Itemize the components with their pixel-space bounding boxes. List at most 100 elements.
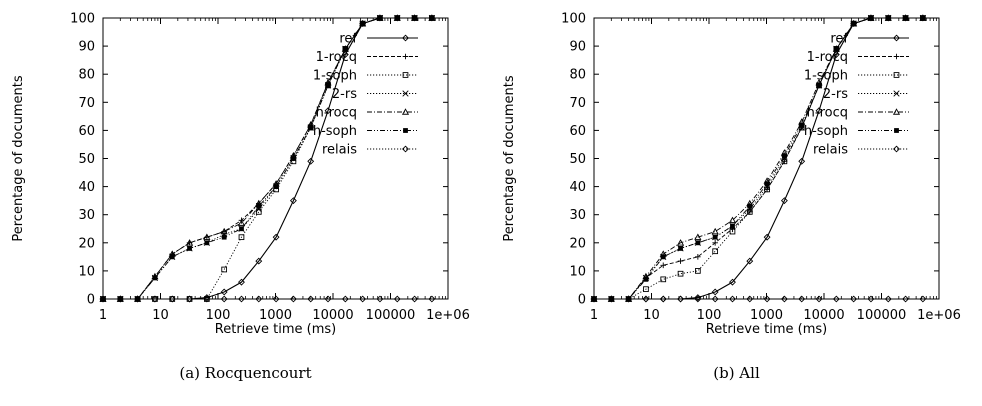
data-point-1-soph: [677, 270, 684, 277]
data-point-h-rocq: [203, 233, 211, 240]
data-point-h-soph: [851, 21, 857, 27]
data-point-relais: [255, 295, 263, 303]
data-point-h-soph: [308, 125, 314, 130]
chart-panel-all: 0 10 20 30 40 50 60 70 80 90 100 1 10 100 1000 10000 100…: [491, 0, 982, 406]
legend-label: 1-soph: [804, 69, 848, 84]
legend-marker: [893, 53, 900, 60]
data-point-relais: [289, 295, 297, 303]
data-point-h-soph: [187, 246, 192, 251]
data-point-h-soph: [712, 234, 718, 240]
legend-label: ref: [339, 32, 357, 47]
series-line-2-rs: [103, 17, 432, 300]
data-point-ref: [307, 157, 315, 165]
data-point-relais: [151, 295, 159, 303]
data-point-relais: [711, 295, 719, 303]
y-tick-label: 40: [569, 180, 586, 195]
data-point-relais: [220, 295, 228, 303]
data-point-relais: [341, 295, 349, 303]
data-point-h-soph: [747, 203, 753, 209]
data-point-h-soph: [169, 254, 175, 260]
legend-marker: [402, 53, 409, 60]
data-point-relais: [393, 295, 401, 303]
legend-label: 1-rocq: [807, 50, 848, 65]
y-tick-label: 70: [569, 96, 586, 111]
data-point-h-soph: [764, 181, 770, 187]
data-point-h-soph: [643, 276, 649, 282]
data-point-h-soph: [256, 203, 262, 209]
data-point-relais: [832, 295, 840, 303]
legend-label: h-soph: [804, 124, 848, 139]
series-line-h-soph: [103, 17, 432, 300]
data-point-relais: [607, 295, 615, 303]
data-point-h-soph: [377, 15, 383, 21]
series-h-soph: [591, 15, 926, 302]
data-point-1-soph: [712, 248, 719, 255]
data-point-h-soph: [360, 21, 366, 27]
series-line-1-rocq: [594, 17, 923, 300]
x-tick-label: 1e+06: [917, 308, 961, 323]
legend-marker: [402, 90, 409, 97]
data-point-h-soph: [695, 240, 701, 246]
data-point-h-soph: [342, 46, 348, 52]
data-point-relais: [590, 295, 598, 303]
data-point-relais: [203, 295, 211, 303]
y-tick-label: 40: [78, 180, 95, 195]
data-point-h-soph: [626, 296, 632, 302]
data-point-relais: [763, 295, 771, 303]
series-1-rocq: [591, 15, 926, 302]
chart-caption: (a) Rocquencourt: [179, 364, 312, 382]
data-point-ref: [324, 107, 332, 115]
y-tick-label: 60: [569, 124, 586, 139]
x-tick-label: 10000: [312, 308, 353, 323]
data-point-h-soph: [429, 15, 435, 21]
data-point-h-soph: [135, 296, 141, 302]
x-tick-label: 1: [590, 308, 598, 323]
series-line-1-rocq: [103, 17, 432, 300]
legend-marker: [401, 108, 410, 115]
data-point-h-soph: [868, 15, 874, 21]
x-tick-label: 10: [643, 308, 660, 323]
y-tick-label: 10: [569, 264, 586, 279]
data-point-1-rocq: [660, 262, 667, 269]
data-point-1-rocq: [677, 258, 684, 264]
data-point-ref: [289, 197, 297, 205]
data-point-relais: [428, 295, 436, 303]
data-point-relais: [815, 295, 823, 303]
legend-marker: [403, 128, 408, 133]
legend: ref 1-rocq 1-soph 2-rs h-rocq h-soph relais: [804, 32, 909, 158]
data-point-1-soph: [221, 266, 228, 273]
x-axis-label: Retrieve time (ms): [215, 322, 336, 337]
series-ref: [590, 14, 927, 303]
data-point-relais: [902, 295, 910, 303]
x-tick-label: 10: [152, 308, 169, 323]
data-point-relais: [919, 295, 927, 303]
y-axis-label: Percentage of documents: [11, 75, 26, 242]
data-point-relais: [411, 295, 419, 303]
y-tick-label: 30: [569, 208, 586, 223]
series-line-h-soph: [594, 17, 923, 300]
data-point-h-soph: [903, 15, 908, 21]
data-point-relais: [850, 295, 858, 303]
data-point-h-soph: [412, 15, 417, 21]
series-h-rocq: [99, 14, 436, 302]
x-axis-label: Retrieve time (ms): [706, 322, 827, 337]
x-tick-label: 10000: [803, 308, 844, 323]
data-point-h-soph: [291, 156, 296, 161]
data-point-h-soph: [799, 122, 805, 128]
data-point-h-soph: [608, 296, 614, 302]
data-point-ref: [711, 288, 719, 296]
data-point-ref: [729, 278, 736, 286]
data-point-1-rocq: [695, 254, 701, 260]
y-tick-label: 80: [569, 68, 586, 83]
legend-marker: [402, 34, 409, 42]
data-point-h-soph: [730, 223, 735, 229]
series-1-soph: [100, 15, 435, 302]
data-point-relais: [186, 295, 193, 303]
data-point-1-soph: [660, 276, 667, 283]
legend-label: 2-rs: [823, 87, 848, 102]
data-point-relais: [677, 295, 684, 303]
data-point-relais: [625, 295, 633, 303]
data-point-ref: [746, 257, 754, 265]
data-point-relais: [134, 295, 142, 303]
